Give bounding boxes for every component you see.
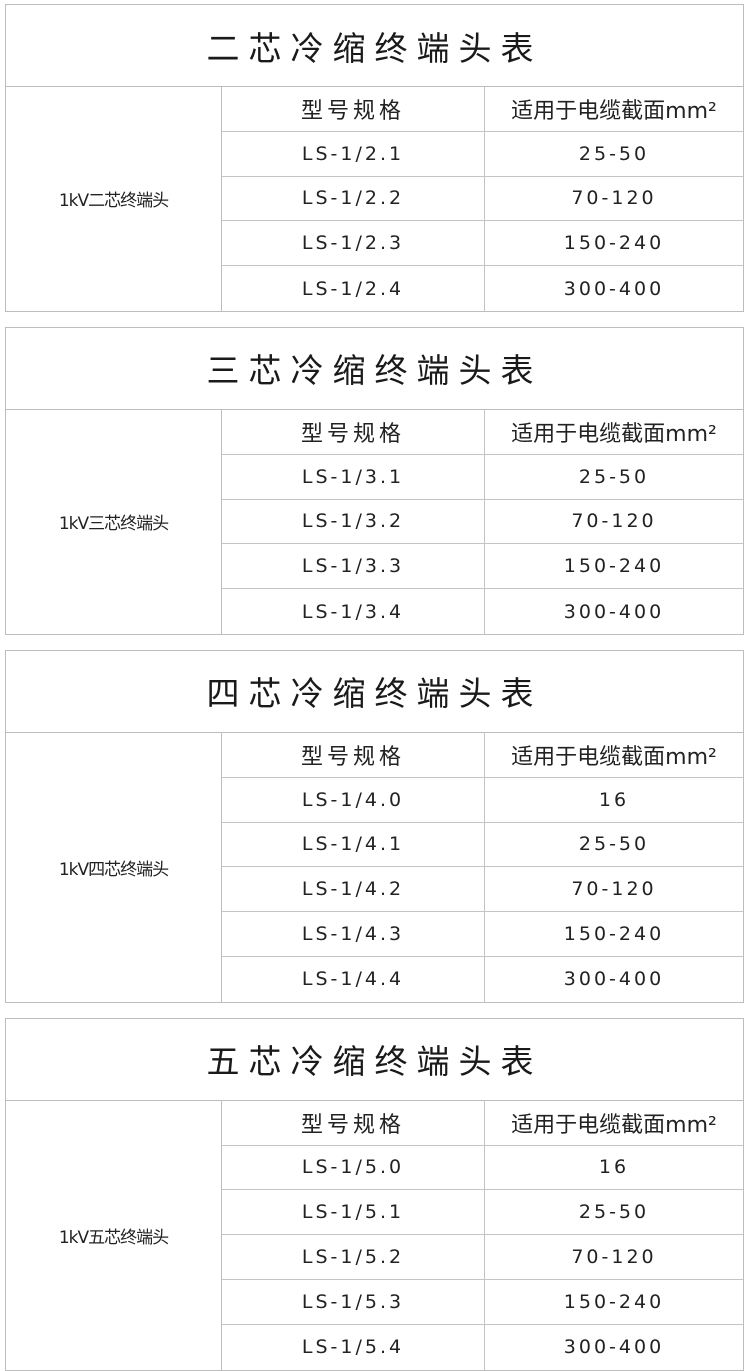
table-body: 1kV二芯终端头 型号规格 适用于电缆截面mm² LS-1/2.1 25-50 LS-1/…: [6, 87, 743, 311]
model-cell: LS-1/4.0: [222, 777, 485, 822]
table-row: LS-1/2.1 25-50: [222, 131, 743, 177]
cross-section-cell: 16: [598, 788, 630, 811]
model-cell: LS-1/4.1: [222, 822, 485, 867]
model-cell: LS-1/3.1: [222, 454, 485, 499]
model-cell: LS-1/2.1: [222, 131, 485, 176]
cross-section-cell: 16: [598, 1156, 630, 1179]
model-cell: LS-1/5.1: [222, 1190, 485, 1235]
model-cell: LS-1/5.3: [222, 1279, 485, 1324]
table-row: LS-1/3.2 70-120: [222, 499, 743, 545]
header-cross-section: 适用于电缆截面mm²: [511, 421, 717, 447]
header-model: 型号规格: [222, 1100, 485, 1145]
model-cell: LS-1/5.0: [222, 1145, 485, 1190]
header-model: 型号规格: [222, 732, 485, 777]
category-cell: 1kV三芯终端头: [6, 409, 222, 634]
spec-table: 五芯冷缩终端头表 1kV五芯终端头 型号规格 适用于电缆截面mm² LS-1/5.0 16…: [5, 1017, 744, 1371]
cross-section-cell: 25-50: [578, 1201, 650, 1224]
spec-table: 四芯冷缩终端头表 1kV四芯终端头 型号规格 适用于电缆截面mm² LS-1/4.0 16…: [5, 649, 744, 1003]
cross-section-cell: 25-50: [578, 142, 650, 165]
table-row: LS-1/2.4 300-400: [222, 266, 743, 311]
table-row: LS-1/4.4 300-400: [222, 956, 743, 1002]
header-cross-section: 适用于电缆截面mm²: [511, 744, 717, 770]
table-row: LS-1/5.2 70-120: [222, 1235, 743, 1280]
table-row: LS-1/5.4 300-400: [222, 1324, 743, 1370]
spec-table: 二芯冷缩终端头表 1kV二芯终端头 型号规格 适用于电缆截面mm² LS-1/2.1 25…: [5, 4, 744, 312]
header-row: 型号规格 适用于电缆截面mm²: [222, 1100, 743, 1146]
table-row: LS-1/4.1 25-50: [222, 822, 743, 868]
header-cross-section: 适用于电缆截面mm²: [511, 1112, 717, 1138]
table-row: LS-1/3.4 300-400: [222, 589, 743, 634]
table-row: LS-1/5.1 25-50: [222, 1190, 743, 1236]
model-cell: LS-1/3.2: [222, 499, 485, 544]
model-cell: LS-1/4.2: [222, 867, 485, 912]
table-body: 1kV三芯终端头 型号规格 适用于电缆截面mm² LS-1/3.1 25-50 LS-1/…: [6, 409, 743, 634]
cross-section-cell: 70-120: [571, 1246, 657, 1269]
cross-section-cell: 70-120: [571, 187, 657, 210]
model-cell: LS-1/5.2: [222, 1235, 485, 1279]
cross-section-cell: 25-50: [578, 833, 650, 856]
table-grid: 型号规格 适用于电缆截面mm² LS-1/3.1 25-50 LS-1/3.2 70-12…: [222, 409, 743, 634]
header-model: 型号规格: [222, 87, 485, 131]
model-cell: LS-1/2.3: [222, 221, 485, 266]
model-cell: LS-1/2.4: [222, 266, 485, 311]
cross-section-cell: 300-400: [563, 277, 665, 300]
spec-table: 三芯冷缩终端头表 1kV三芯终端头 型号规格 适用于电缆截面mm² LS-1/3.1 25…: [5, 326, 744, 635]
table-row: LS-1/3.1 25-50: [222, 454, 743, 500]
cross-section-cell: 150-240: [563, 923, 665, 946]
table-row: LS-1/5.3 150-240: [222, 1279, 743, 1325]
header-row: 型号规格 适用于电缆截面mm²: [222, 87, 743, 132]
cross-section-cell: 300-400: [563, 600, 665, 623]
header-cross-section: 适用于电缆截面mm²: [511, 98, 717, 124]
table-row: LS-1/4.0 16: [222, 777, 743, 823]
cross-section-cell: 25-50: [578, 465, 650, 488]
header-row: 型号规格 适用于电缆截面mm²: [222, 732, 743, 778]
model-cell: LS-1/4.4: [222, 956, 485, 1002]
table-grid: 型号规格 适用于电缆截面mm² LS-1/2.1 25-50 LS-1/2.2 70-12…: [222, 87, 743, 311]
cross-section-cell: 70-120: [571, 510, 657, 533]
table-title: 二芯冷缩终端头表: [6, 5, 743, 87]
table-row: LS-1/4.3 150-240: [222, 912, 743, 957]
table-row: LS-1/5.0 16: [222, 1145, 743, 1191]
model-cell: LS-1/4.3: [222, 912, 485, 956]
table-body: 1kV四芯终端头 型号规格 适用于电缆截面mm² LS-1/4.0 16 LS-1/4.1…: [6, 732, 743, 1002]
model-cell: LS-1/3.3: [222, 544, 485, 589]
model-cell: LS-1/5.4: [222, 1324, 485, 1370]
cross-section-cell: 300-400: [563, 1336, 665, 1359]
cross-section-cell: 300-400: [563, 968, 665, 991]
table-row: LS-1/2.2 70-120: [222, 176, 743, 222]
table-row: LS-1/4.2 70-120: [222, 867, 743, 913]
table-title: 四芯冷缩终端头表: [6, 651, 743, 733]
category-cell: 1kV五芯终端头: [6, 1100, 222, 1370]
table-body: 1kV五芯终端头 型号规格 适用于电缆截面mm² LS-1/5.0 16 LS-1/5.1…: [6, 1100, 743, 1370]
table-title: 五芯冷缩终端头表: [6, 1019, 743, 1101]
header-model: 型号规格: [222, 409, 485, 454]
cross-section-cell: 150-240: [563, 555, 665, 578]
model-cell: LS-1/2.2: [222, 176, 485, 221]
table-row: LS-1/2.3 150-240: [222, 221, 743, 267]
table-grid: 型号规格 适用于电缆截面mm² LS-1/5.0 16 LS-1/5.1 25-50 LS-…: [222, 1100, 743, 1370]
category-cell: 1kV二芯终端头: [6, 87, 222, 311]
cross-section-cell: 70-120: [571, 878, 657, 901]
table-grid: 型号规格 适用于电缆截面mm² LS-1/4.0 16 LS-1/4.1 25-50 LS-…: [222, 732, 743, 1002]
table-row: LS-1/3.3 150-240: [222, 544, 743, 590]
table-title: 三芯冷缩终端头表: [6, 328, 743, 410]
category-cell: 1kV四芯终端头: [6, 732, 222, 1002]
cross-section-cell: 150-240: [563, 232, 665, 255]
cross-section-cell: 150-240: [563, 1290, 665, 1313]
model-cell: LS-1/3.4: [222, 589, 485, 634]
header-row: 型号规格 适用于电缆截面mm²: [222, 409, 743, 455]
